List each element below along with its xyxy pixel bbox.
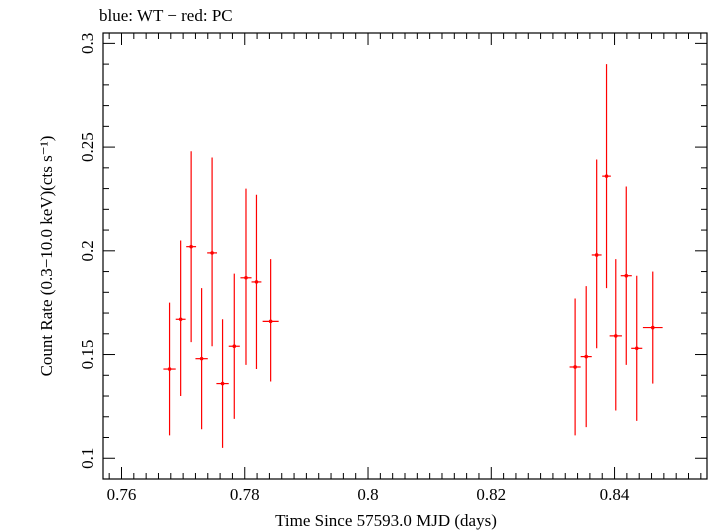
data-marker — [210, 251, 214, 255]
data-marker — [268, 319, 273, 324]
data-point — [591, 159, 602, 349]
data-marker — [232, 344, 237, 349]
data-marker — [254, 280, 259, 284]
data-marker — [594, 253, 599, 257]
y-tick-label: 0.1 — [78, 448, 97, 469]
data-marker — [167, 367, 172, 371]
data-points — [163, 64, 663, 448]
data-marker — [220, 381, 225, 386]
data-marker — [189, 244, 193, 249]
x-tick-label: 0.82 — [476, 485, 506, 504]
data-point — [163, 302, 176, 436]
chart-title: blue: WT − red: PC — [99, 6, 233, 25]
data-point — [195, 288, 208, 430]
x-tick-label: 0.76 — [107, 485, 137, 504]
data-marker — [584, 354, 588, 359]
y-tick-label: 0.15 — [78, 340, 97, 370]
data-marker — [613, 334, 618, 338]
data-point — [175, 240, 186, 397]
data-point — [186, 151, 197, 343]
data-point — [580, 286, 592, 428]
data-marker — [573, 365, 577, 369]
data-marker — [624, 273, 629, 278]
data-point — [609, 259, 622, 411]
data-marker — [178, 317, 183, 322]
data-point — [240, 188, 252, 365]
data-point — [602, 64, 611, 289]
data-marker — [634, 346, 639, 351]
data-point — [569, 298, 581, 436]
data-point — [251, 194, 262, 370]
data-point — [216, 319, 229, 448]
y-axis-label: Count Rate (0.3−10.0 keV)(cts s⁻¹) — [37, 136, 56, 377]
y-tick-label: 0.25 — [78, 132, 97, 162]
axis-ticks — [103, 33, 707, 479]
y-tick-label: 0.3 — [78, 33, 97, 54]
plot-frame — [102, 32, 708, 480]
data-marker — [199, 356, 204, 361]
data-point — [228, 273, 240, 419]
data-marker — [604, 174, 609, 178]
data-point — [620, 186, 632, 365]
y-tick-label: 0.2 — [78, 240, 97, 261]
x-tick-labels: 0.76 0.78 0.8 0.82 0.84 — [107, 485, 630, 504]
x-tick-label: 0.8 — [357, 485, 378, 504]
data-point — [631, 275, 643, 421]
data-point — [207, 157, 218, 347]
x-axis-label: Time Since 57593.0 MJD (days) — [275, 511, 497, 530]
data-point — [262, 259, 279, 382]
data-point — [642, 271, 663, 384]
data-marker — [650, 325, 655, 330]
data-marker — [244, 275, 248, 280]
y-tick-labels: 0.1 0.15 0.2 0.25 0.3 — [78, 33, 97, 469]
x-tick-label: 0.84 — [600, 485, 630, 504]
x-tick-label: 0.78 — [230, 485, 260, 504]
